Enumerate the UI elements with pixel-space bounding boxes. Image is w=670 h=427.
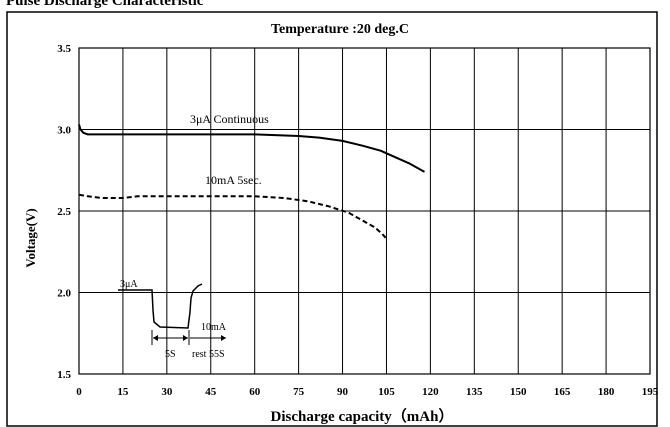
y-tick-labels: 1.5 2.0 2.5 3.0 3.5 xyxy=(57,43,71,381)
inset-arrow-head-left xyxy=(153,335,158,341)
x-tick-150: 150 xyxy=(510,386,527,398)
x-tick-15: 15 xyxy=(117,386,129,398)
chart-title: Temperature :20 deg.C xyxy=(271,22,409,37)
x-tick-30: 30 xyxy=(161,386,173,398)
series-lines xyxy=(78,124,425,240)
x-tick-195: 195 xyxy=(642,386,659,398)
y-tick-3.0: 3.0 xyxy=(57,125,71,137)
y-tick-1.5: 1.5 xyxy=(57,369,71,381)
x-tick-60: 60 xyxy=(249,386,261,398)
inset-rest-time-label: rest 55S xyxy=(192,349,225,360)
inset-pulse-waveform xyxy=(118,283,203,329)
x-tick-120: 120 xyxy=(422,386,439,398)
x-tick-165: 165 xyxy=(554,386,571,398)
x-tick-75: 75 xyxy=(293,386,305,398)
annotation-continuous: 3μA Continuous xyxy=(190,112,269,126)
pulse-inset: 3μA 10mA 5S rest 55S xyxy=(118,279,227,360)
y-tick-2.0: 2.0 xyxy=(57,288,71,300)
page-header: Pulse Discharge Characteristic xyxy=(6,0,204,9)
inset-rest-arrow-head xyxy=(221,335,226,341)
annotation-pulse: 10mA 5sec. xyxy=(205,173,262,187)
inset-high-current-label: 10mA xyxy=(201,322,227,333)
grid-lines xyxy=(79,48,650,374)
y-tick-3.5: 3.5 xyxy=(57,43,71,55)
inset-arrow-head-right xyxy=(183,335,188,341)
plot-area xyxy=(78,47,651,375)
x-axis-label: Discharge capacity（mAh） xyxy=(271,407,454,425)
x-tick-105: 105 xyxy=(378,386,395,398)
x-tick-45: 45 xyxy=(205,386,217,398)
y-axis-label: Voltage(V) xyxy=(23,208,38,267)
series-line-pulse xyxy=(78,193,388,240)
x-tick-180: 180 xyxy=(598,386,615,398)
inset-pulse-time-label: 5S xyxy=(165,349,176,360)
chart-frame xyxy=(6,11,658,427)
x-tick-0: 0 xyxy=(76,386,82,398)
y-tick-2.5: 2.5 xyxy=(57,206,71,218)
x-tick-135: 135 xyxy=(466,386,483,398)
x-tick-90: 90 xyxy=(337,386,349,398)
x-tick-labels: 0 15 30 45 60 75 90 105 120 135 150 165 180 195 xyxy=(76,386,659,398)
series-line-continuous xyxy=(78,124,425,173)
inset-low-current-label: 3μA xyxy=(120,279,138,290)
